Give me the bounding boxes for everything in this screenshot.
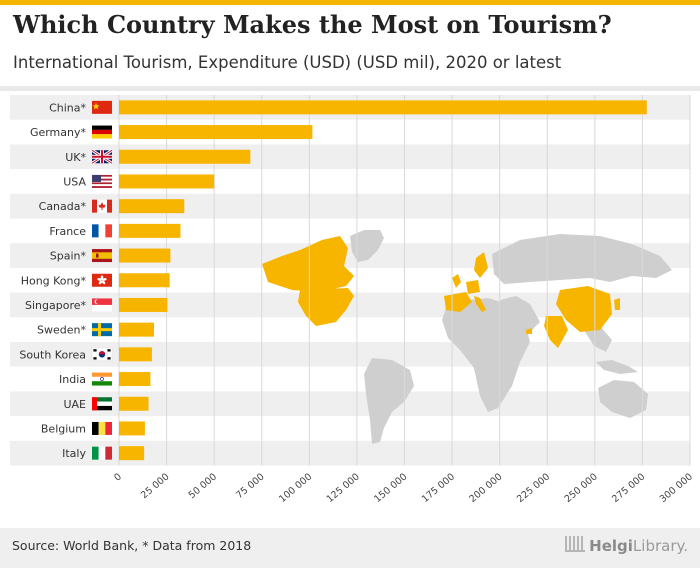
category-label: Hong Kong*	[21, 274, 87, 287]
middle-east-shape	[500, 296, 540, 332]
italy-highlight	[474, 296, 486, 312]
source-note: Source: World Bank, * Data from 2018	[12, 538, 252, 553]
x-tick-label: 275 000	[610, 471, 647, 505]
gridlines	[118, 95, 691, 466]
x-tick-label: 225 000	[515, 471, 552, 505]
italy-flag-icon	[92, 446, 112, 460]
bar-uae	[119, 396, 149, 411]
x-tick-label: 100 000	[277, 471, 314, 505]
category-label: India	[59, 373, 86, 386]
category-label: Belgium	[41, 422, 86, 435]
bar-chart: China* Germany* UK* USA Canada* France Spain* H…	[10, 95, 695, 505]
category-label: Italy	[62, 447, 86, 460]
bars	[119, 100, 647, 461]
south-america-shape	[364, 358, 414, 444]
x-tick-label: 75 000	[234, 471, 267, 501]
canada-highlight	[262, 236, 354, 292]
usa-flag-icon	[92, 174, 112, 188]
country-labels: China* Germany* UK* USA Canada* France Spain* H…	[19, 101, 86, 460]
asia-north-shape	[492, 234, 672, 284]
bar-india	[119, 372, 151, 387]
sweden-flag-icon	[92, 323, 112, 337]
bar-canada	[119, 199, 185, 214]
belgium-flag-icon	[92, 421, 112, 435]
bar-south-korea	[119, 347, 152, 362]
australia-shape	[598, 380, 648, 418]
bar-germany	[119, 125, 313, 140]
brand-suffix: Library.	[632, 537, 688, 555]
germany-flag-icon	[92, 125, 112, 139]
india-highlight	[544, 316, 568, 348]
category-label: Sweden*	[37, 324, 86, 337]
x-tick-label: 300 000	[658, 471, 695, 505]
bar-hong-kong	[119, 273, 170, 288]
x-tick-label: 25 000	[139, 471, 172, 501]
spain-flag-icon	[92, 249, 112, 263]
bar-france	[119, 223, 181, 238]
category-label: France	[49, 225, 86, 238]
china-highlight	[556, 286, 612, 332]
germany-belgium-highlight	[466, 280, 480, 294]
x-tick-label: 0	[112, 471, 124, 483]
x-tick-label: 50 000	[187, 471, 220, 501]
x-tick-label: 150 000	[372, 471, 409, 505]
bar-belgium	[119, 421, 145, 436]
bar-sweden	[119, 322, 155, 337]
korea-highlight	[614, 298, 620, 310]
category-label: UK*	[65, 151, 86, 164]
category-label: USA	[63, 175, 86, 188]
library-icon	[565, 536, 586, 552]
south-korea-flag-icon	[91, 347, 113, 362]
usa-highlight	[298, 288, 354, 326]
top-accent-bar	[0, 0, 700, 5]
bar-italy	[119, 446, 145, 461]
sweden-highlight	[474, 252, 488, 278]
category-label: Spain*	[50, 250, 87, 263]
category-label: Germany*	[30, 126, 87, 139]
category-label: UAE	[63, 398, 86, 411]
singapore-flag-icon	[92, 298, 112, 312]
x-tick-label: 200 000	[467, 471, 504, 505]
x-axis-ticks: 0 25 000 50 000 75 000 100 000 125 000 150 000…	[112, 471, 695, 505]
india-flag-icon	[92, 372, 112, 386]
france-flag-icon	[92, 224, 112, 238]
x-tick-label: 125 000	[325, 471, 362, 505]
uk-highlight	[452, 274, 461, 288]
uk-flag-icon	[91, 148, 113, 165]
category-label: Canada*	[39, 200, 87, 213]
category-label: China*	[49, 101, 86, 114]
uae-highlight	[526, 328, 532, 334]
category-label: Singapore*	[25, 299, 86, 312]
footer: Source: World Bank, * Data from 2018 Hel…	[0, 528, 700, 568]
bar-singapore	[119, 297, 168, 312]
brand-logo: HelgiLibrary.	[565, 536, 688, 555]
bar-spain	[119, 248, 171, 263]
page-subtitle: International Tourism, Expenditure (USD)…	[13, 53, 562, 72]
france-spain-highlight	[444, 292, 472, 312]
brand-name: Helgi	[589, 537, 633, 555]
page-title: Which Country Makes the Most on Tourism?	[13, 10, 612, 39]
africa-shape	[442, 298, 530, 412]
bar-uk	[119, 149, 251, 164]
indonesia-shape	[596, 360, 638, 374]
bar-china	[119, 100, 647, 115]
uae-flag-icon	[92, 397, 112, 411]
bar-usa	[119, 174, 215, 189]
canada-flag-icon	[92, 199, 112, 213]
x-tick-label: 175 000	[420, 471, 457, 505]
category-label: South Korea	[19, 348, 86, 361]
x-tick-label: 250 000	[563, 471, 600, 505]
country-flags	[91, 100, 113, 460]
greenland-shape	[350, 230, 384, 262]
hong-kong-flag-icon	[92, 273, 112, 287]
southeast-asia-shape	[584, 326, 612, 352]
world-map-background	[262, 230, 672, 444]
china-flag-icon	[92, 100, 112, 114]
header-divider	[0, 86, 700, 91]
